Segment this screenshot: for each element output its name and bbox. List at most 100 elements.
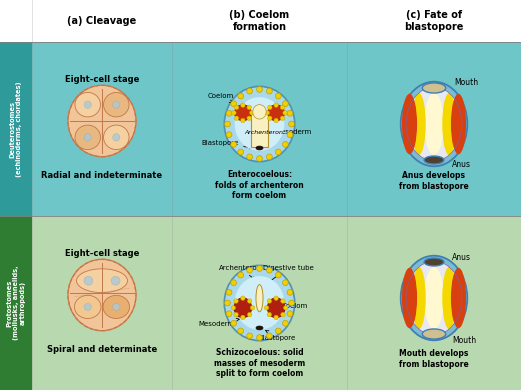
Ellipse shape [265,110,269,115]
Ellipse shape [287,289,293,295]
Text: Coelom: Coelom [208,93,234,103]
Ellipse shape [451,94,466,154]
Ellipse shape [287,110,293,116]
Text: (c) Fate of
blastopore: (c) Fate of blastopore [404,10,464,32]
Ellipse shape [238,328,244,334]
Ellipse shape [274,103,278,107]
Ellipse shape [68,85,136,157]
Bar [0,216,32,390]
Ellipse shape [68,259,136,331]
Ellipse shape [234,276,284,330]
Ellipse shape [267,298,285,318]
Ellipse shape [113,101,120,108]
Text: Mouth develops
from blastopore: Mouth develops from blastopore [399,349,469,369]
Ellipse shape [406,87,462,161]
Ellipse shape [241,118,245,123]
Ellipse shape [234,299,238,303]
Ellipse shape [247,88,253,94]
Text: Schizocoelous: solid
masses of mesoderm
split to form coelom: Schizocoelous: solid masses of mesoderm … [214,348,305,378]
Ellipse shape [247,299,252,303]
Ellipse shape [257,266,263,271]
Ellipse shape [104,92,129,117]
Ellipse shape [84,303,91,310]
Ellipse shape [267,154,272,160]
Ellipse shape [247,333,253,339]
Ellipse shape [257,335,263,340]
Ellipse shape [253,105,266,119]
Ellipse shape [423,329,445,339]
Text: Anus develops
from blastopore: Anus develops from blastopore [399,171,469,191]
Ellipse shape [401,82,467,166]
Ellipse shape [234,298,252,318]
Ellipse shape [238,93,244,99]
Ellipse shape [274,315,278,320]
Ellipse shape [75,92,101,117]
Ellipse shape [225,266,295,340]
Ellipse shape [231,142,237,147]
Ellipse shape [281,312,285,317]
Ellipse shape [75,125,101,149]
Ellipse shape [402,94,417,154]
Ellipse shape [268,105,272,110]
Ellipse shape [247,267,253,273]
Ellipse shape [250,305,255,310]
Ellipse shape [250,110,254,115]
Ellipse shape [280,105,284,110]
Text: Blastopore: Blastopore [201,140,253,149]
Ellipse shape [241,103,245,107]
Ellipse shape [247,105,252,110]
Ellipse shape [231,101,237,106]
Ellipse shape [234,312,238,317]
Ellipse shape [276,93,281,99]
Ellipse shape [231,305,235,310]
Ellipse shape [282,101,288,106]
Bar [32,42,521,216]
Ellipse shape [442,267,456,329]
Ellipse shape [267,88,272,94]
Ellipse shape [241,315,245,320]
Ellipse shape [406,261,462,335]
Text: (a) Cleavage: (a) Cleavage [67,16,137,26]
Ellipse shape [442,93,456,155]
Text: Coelom: Coelom [280,299,308,309]
Text: Mesoderm: Mesoderm [198,318,240,327]
Ellipse shape [84,134,91,141]
Polygon shape [251,111,268,147]
Ellipse shape [276,272,281,278]
Ellipse shape [283,305,288,310]
Ellipse shape [226,289,232,295]
Ellipse shape [226,110,232,116]
Ellipse shape [267,267,272,273]
Text: Eight-cell stage: Eight-cell stage [65,74,139,83]
Ellipse shape [264,305,269,310]
Ellipse shape [424,267,444,329]
Ellipse shape [451,268,466,328]
Ellipse shape [267,333,272,339]
Ellipse shape [268,105,284,121]
Text: Spiral and determinate: Spiral and determinate [47,346,157,355]
Ellipse shape [226,311,232,317]
Text: Mouth: Mouth [452,336,476,345]
Ellipse shape [401,256,467,340]
Ellipse shape [234,105,239,110]
Ellipse shape [267,299,271,303]
Ellipse shape [77,269,128,292]
Ellipse shape [234,97,284,151]
Ellipse shape [241,296,245,300]
Text: Blastopore: Blastopore [258,330,296,340]
Ellipse shape [256,326,263,330]
Ellipse shape [111,276,120,285]
Text: Archenteron: Archenteron [219,265,262,280]
Ellipse shape [412,267,426,329]
Ellipse shape [276,149,281,155]
Text: Digestive tube: Digestive tube [263,265,314,283]
Ellipse shape [257,156,263,161]
Text: (b) Coelom
formation: (b) Coelom formation [229,10,290,32]
Ellipse shape [234,105,251,121]
Ellipse shape [225,300,230,306]
Text: Archenteron: Archenteron [245,129,284,135]
Text: Anus: Anus [452,160,471,169]
Ellipse shape [113,134,120,141]
Text: Mesoderm: Mesoderm [275,121,311,135]
Text: Mouth: Mouth [454,78,478,87]
